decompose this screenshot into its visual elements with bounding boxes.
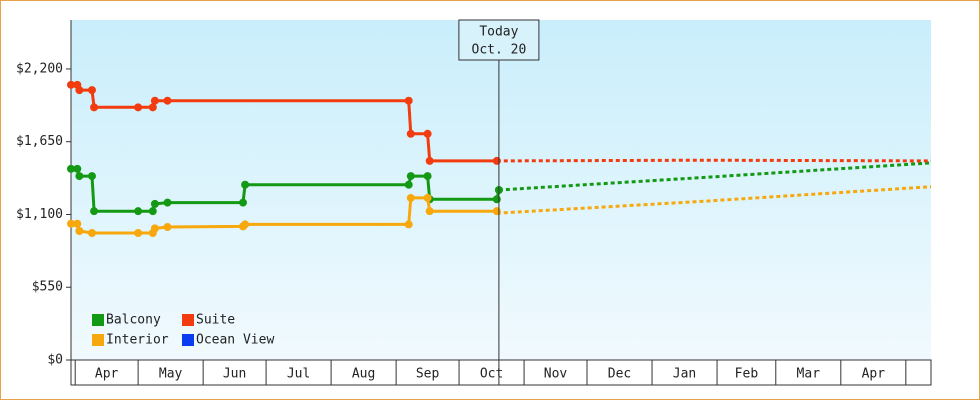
point [75, 227, 84, 236]
y-tick-label: $550 [32, 280, 63, 295]
x-tick-label: Dec [608, 367, 631, 382]
x-tick-label: Apr [862, 367, 886, 382]
point [163, 96, 172, 105]
x-tick-label: Jan [673, 367, 696, 382]
x-tick-label: Jul [287, 367, 310, 382]
point [87, 228, 96, 237]
today-label: Today [479, 25, 518, 40]
point [75, 172, 84, 181]
point [90, 103, 99, 112]
y-tick-label: $1,100 [16, 207, 63, 222]
point [406, 172, 415, 181]
point [150, 199, 159, 208]
point [67, 80, 75, 89]
x-tick-label: May [159, 367, 183, 382]
forecast-line [498, 161, 932, 192]
legend-label: Suite [196, 313, 235, 328]
x-tick-label: Aug [352, 367, 375, 382]
forecast-line [496, 158, 932, 163]
x-tick-label: Mar [797, 367, 821, 382]
today-label: Oct. 20 [472, 43, 527, 58]
point [90, 207, 99, 216]
point [134, 103, 143, 112]
legend-swatch [182, 334, 194, 346]
x-tick-label: Oct [480, 367, 503, 382]
point [404, 220, 413, 229]
point [73, 164, 82, 173]
point [423, 129, 432, 138]
legend-label: Balcony [106, 313, 161, 328]
point [492, 207, 501, 216]
layer: $0 $550 $1,100 $1,650 $2,200 Apr May Jun Jul Aug S… [16, 19, 932, 386]
point [134, 228, 143, 237]
x-tick-label: Sep [416, 367, 440, 382]
forecast-line [496, 185, 932, 215]
point [87, 172, 96, 181]
point [423, 172, 432, 181]
point [425, 207, 434, 216]
x-tick-label: Feb [735, 367, 759, 382]
legend-swatch [92, 314, 104, 326]
point [241, 220, 250, 229]
point [148, 103, 157, 112]
x-axis-band [70, 359, 932, 386]
point [241, 180, 250, 189]
point [67, 219, 75, 228]
point [163, 223, 172, 232]
point [134, 207, 143, 216]
legend-swatch [92, 334, 104, 346]
point [73, 219, 82, 228]
today-box [458, 19, 540, 61]
y-tick-label: $0 [47, 353, 63, 368]
point [148, 207, 157, 216]
legend-label: Interior [106, 333, 169, 348]
point [404, 96, 413, 105]
point [492, 195, 501, 204]
point [75, 86, 84, 95]
x-tick-label: Nov [544, 367, 568, 382]
x-tick-label: Apr [95, 367, 119, 382]
point [87, 86, 96, 95]
y-tick-label: $2,200 [16, 61, 63, 76]
legend-swatch [182, 314, 194, 326]
legend-label: Ocean View [196, 333, 274, 348]
point [423, 193, 432, 202]
point [67, 164, 75, 173]
point [163, 198, 172, 207]
x-tick-label: Jun [223, 367, 246, 382]
point [239, 198, 247, 207]
point [404, 180, 413, 189]
point [406, 193, 415, 202]
point [492, 156, 501, 165]
point [425, 156, 434, 165]
point [150, 96, 159, 105]
point [406, 129, 415, 138]
point [150, 224, 159, 233]
y-tick-label: $1,650 [16, 134, 63, 149]
